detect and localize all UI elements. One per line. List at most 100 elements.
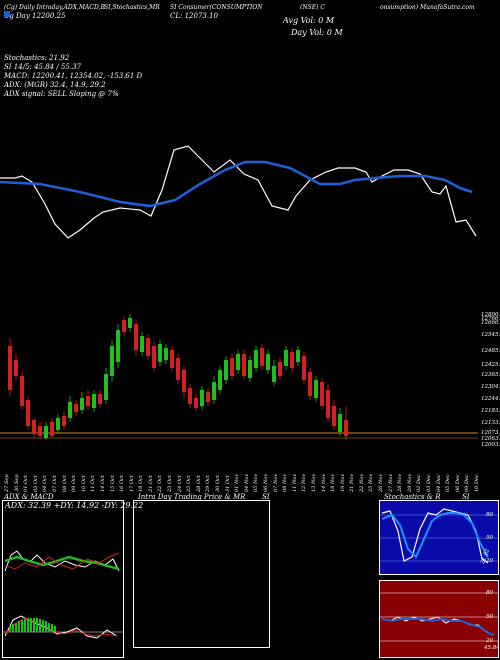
date-tick-label: 05 Dec <box>445 474 452 492</box>
rsi-signal-line <box>381 617 495 636</box>
price-tick-label: 12003.5 <box>481 442 500 448</box>
day-volume: Day Vol: 0 M <box>291 28 343 37</box>
price-tick-label: 12133.95 <box>481 420 500 426</box>
macd-histogram-bar <box>27 618 29 632</box>
macd-histogram-bar <box>21 620 23 632</box>
date-tick-label: 07 Nov <box>272 473 279 492</box>
candle-body <box>110 346 114 376</box>
macd-histogram-bar <box>15 623 17 632</box>
date-tick-label: 30 Oct <box>215 475 222 492</box>
date-tick-label: 18 Nov <box>330 473 337 492</box>
macd-histogram-bar <box>42 620 44 632</box>
candle-body <box>140 336 144 352</box>
candle-body <box>320 382 324 406</box>
candle-body <box>146 338 150 356</box>
date-tick-label: 29 Oct <box>205 475 212 492</box>
macd-histogram-bar <box>30 618 32 632</box>
macd-histogram-bar <box>12 624 14 632</box>
date-tick-label: 06 Dec <box>454 474 461 492</box>
price-line <box>0 145 477 239</box>
candle-body <box>158 344 162 362</box>
date-tick-label: 15 Oct <box>109 475 116 492</box>
candle-body <box>302 356 306 380</box>
price-tick-label: 12244.2 <box>481 396 500 402</box>
date-tick-label: 14 Nov <box>320 473 327 492</box>
macd-line <box>4 615 118 639</box>
date-tick-label: 28 Nov <box>397 473 404 492</box>
legend-marker <box>4 11 10 17</box>
adx-signal-readout: ADX signal: SELL Sloping @ 7% <box>4 90 119 98</box>
candle-body <box>92 394 96 408</box>
date-tick-label: 09 Dec <box>464 474 471 492</box>
date-tick-label: 24 Oct <box>176 475 183 492</box>
date-tick-label: 21 Nov <box>349 473 356 492</box>
date-tick-label: 10 Oct <box>80 475 87 492</box>
adx-chart <box>4 550 120 572</box>
rsi-tick-50: 50 <box>486 614 493 620</box>
macd-signal-line <box>4 617 118 637</box>
candle-body <box>80 398 84 410</box>
candle-body <box>344 420 348 436</box>
stoch-tick-20: 20 <box>486 558 493 564</box>
candle-body <box>20 376 24 406</box>
candle-body <box>284 350 288 366</box>
date-tick-label: 11 Nov <box>291 473 298 492</box>
date-tick-label: 01 Oct <box>23 475 30 492</box>
price-tick-label: 12365.3 <box>481 372 500 378</box>
date-tick-label: 31 Oct <box>224 475 231 492</box>
candle-body <box>116 330 120 362</box>
date-tick-label: 28 Oct <box>195 475 202 492</box>
date-tick-label: 22 Oct <box>157 475 164 492</box>
candle-body <box>296 350 300 362</box>
candle-body <box>122 320 126 332</box>
price-tick-label: 12063.65 <box>481 436 500 442</box>
date-tick-label: 29 Nov <box>406 473 413 492</box>
macd-histogram-bar <box>45 621 47 632</box>
stochastics-title-suffix: SI <box>462 493 470 501</box>
candle-body <box>290 352 294 368</box>
candle-body <box>230 358 234 376</box>
candle-body <box>134 324 138 350</box>
date-tick-label: 04 Nov <box>243 473 250 492</box>
header-day-price: Cg Day 12200.25 <box>4 12 66 20</box>
date-tick-label: 08 Oct <box>61 475 68 492</box>
date-tick-label: 10 Dec <box>474 474 480 492</box>
stochastics-chart <box>380 508 498 564</box>
candle-body <box>326 390 330 418</box>
date-tick-label: 14 Oct <box>99 475 106 492</box>
candle-body <box>98 394 102 404</box>
candle-body <box>86 396 90 406</box>
stochastics-readout: Stochastics: 21.92 <box>4 54 70 62</box>
price-tick-label: 12425.15 <box>481 362 500 368</box>
candle-body <box>242 354 246 376</box>
date-tick-label: 27 Nov <box>387 473 394 492</box>
date-tick-label: 21 Oct <box>147 475 154 492</box>
chart-header-segment-4: (NSE) C <box>300 4 325 11</box>
stoch-d-line <box>381 512 489 559</box>
date-tick-label: 12 Nov <box>301 473 308 492</box>
candle-body <box>74 404 78 412</box>
moving-average-line <box>0 160 473 208</box>
intraday-title-suffix: SI <box>262 493 270 501</box>
candle-body <box>278 362 282 376</box>
stoch-tick-50: 50 <box>486 535 493 541</box>
header-close-price: CL: 12073.10 <box>170 12 218 20</box>
date-tick-label: 02 Dec <box>416 474 423 492</box>
date-tick-label: 27 Sep <box>4 474 10 492</box>
candle-body <box>206 392 210 402</box>
rsi-panel: 80 50 20 45.84 <box>379 580 500 658</box>
plus-di-line <box>4 555 120 571</box>
stoch-k-line <box>381 508 489 564</box>
candle-body <box>152 346 156 368</box>
date-tick-label: 25 Oct <box>186 475 193 492</box>
candle-body <box>266 354 270 370</box>
candle-body <box>224 360 228 380</box>
adx-macd-panel: ADX: 32.39 +DY: 14.92 -DY: 29.22 <box>2 500 143 658</box>
candle-body <box>272 366 276 382</box>
date-tick-label: 05 Nov <box>253 473 260 492</box>
candle-body <box>176 358 180 380</box>
date-tick-label: 19 Nov <box>339 473 346 492</box>
price-tick-label: 12800.1 <box>481 312 500 318</box>
candle-body <box>254 350 258 368</box>
candle-body <box>26 400 30 426</box>
